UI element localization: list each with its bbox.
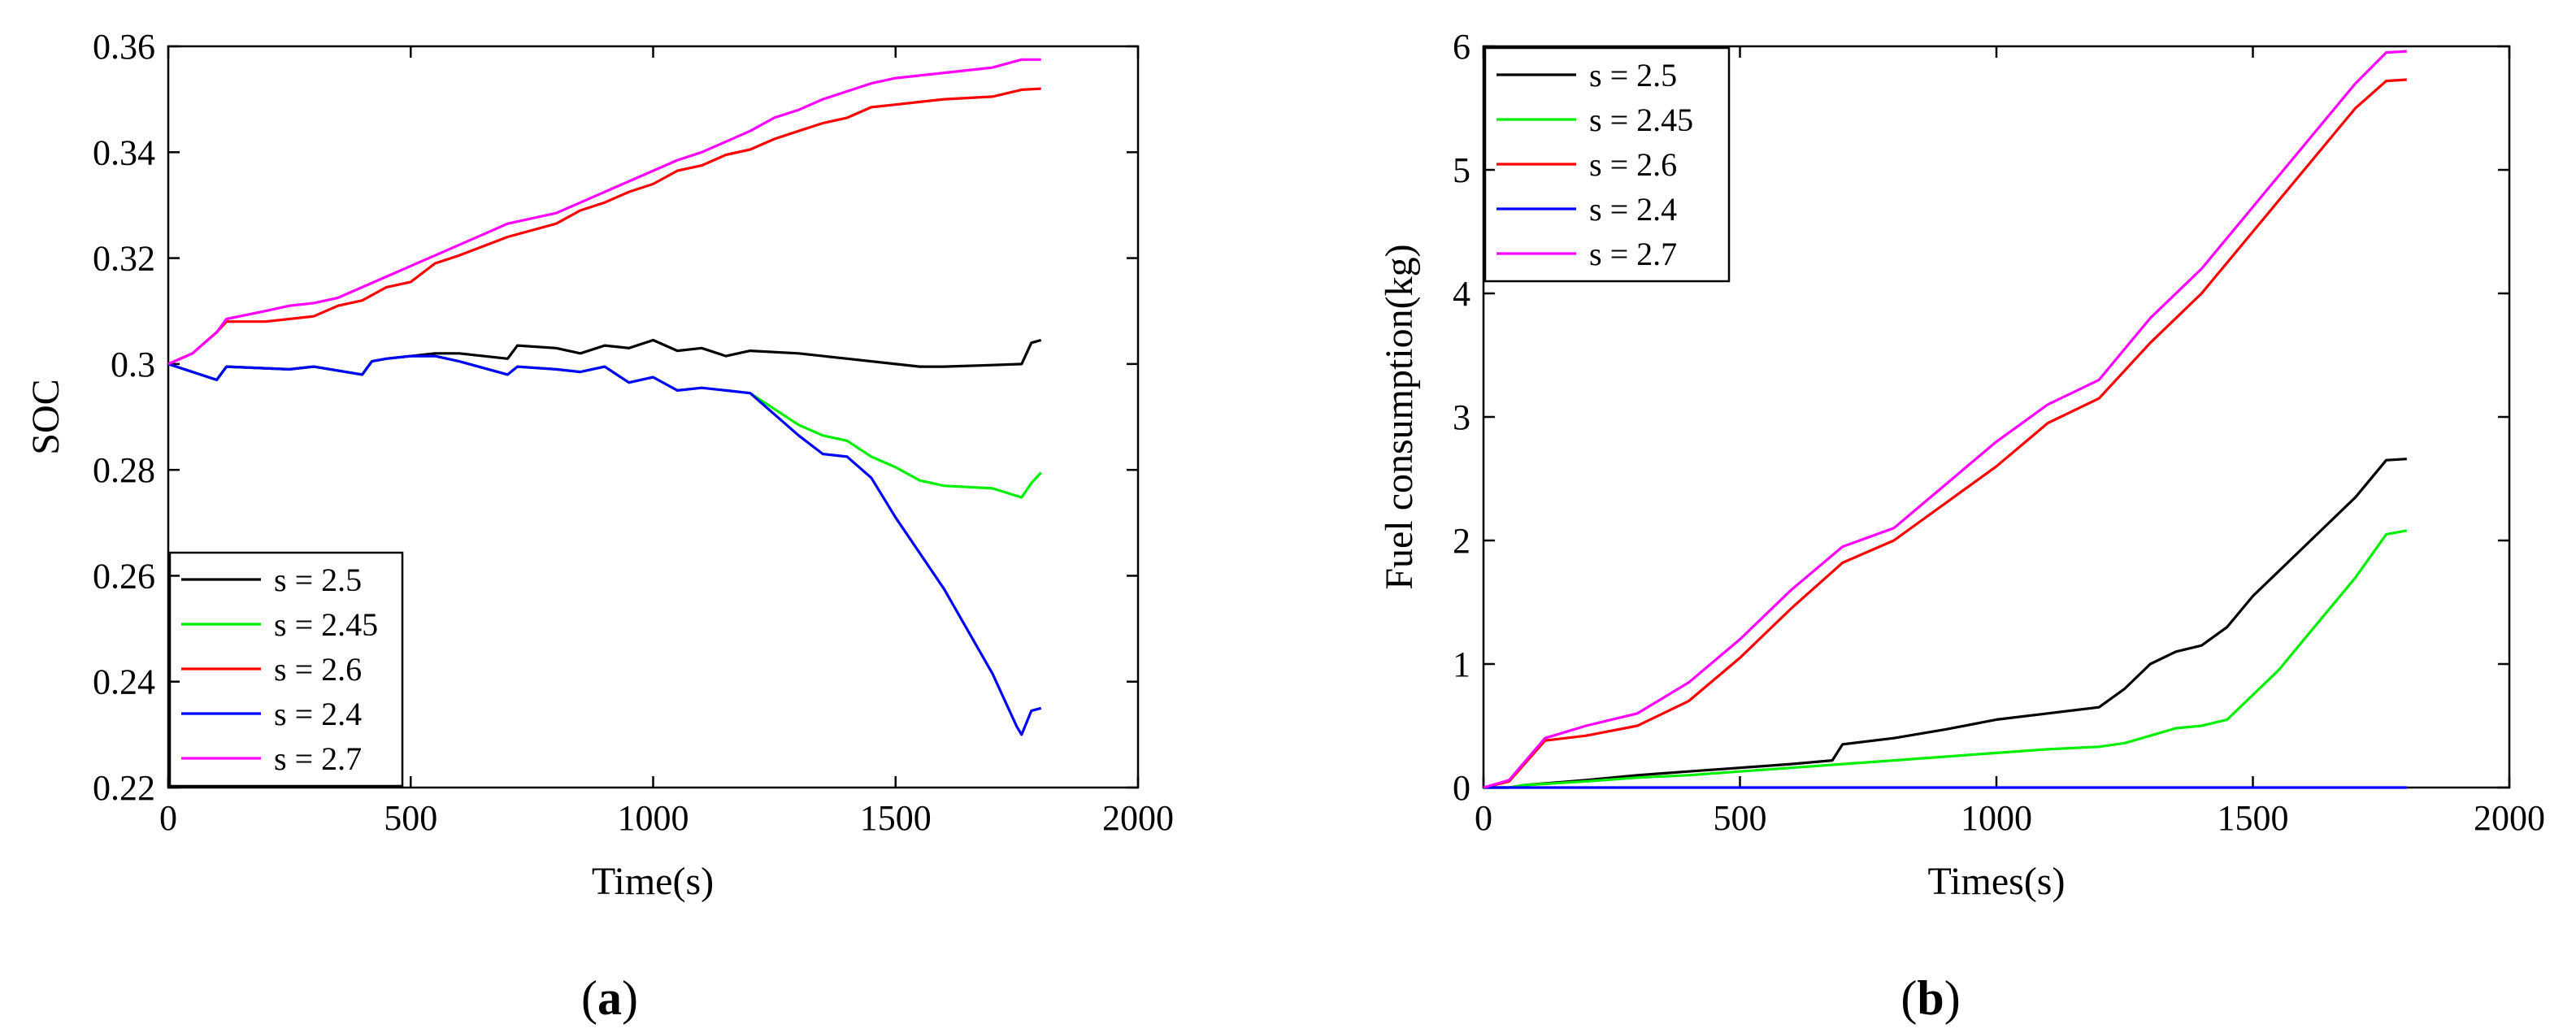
panel-a-y-ticks: 0.22 0.24 0.26 0.28 0.3 0.32 0.34 0.36	[93, 27, 1138, 808]
panel-a-x-tick-label: 0	[159, 798, 177, 838]
panel-a-y-tick-label: 0.22	[93, 768, 155, 808]
panel-b-series-lines	[1483, 50, 2408, 789]
panel-a-legend-label: s = 2.45	[274, 606, 378, 643]
panel-b-x-tick-label: 500	[1714, 798, 1767, 838]
panel-a-legend-box	[168, 551, 404, 788]
panel-b-x-tick-label: 1500	[2218, 798, 2289, 838]
panel-b-legend-label: s = 2.6	[1589, 146, 1677, 183]
panel-b-x-axis-label: Times(s)	[1928, 860, 2066, 903]
panel-a-legend: s = 2.5 s = 2.45 s = 2.6 s = 2.4 s = 2.7	[168, 551, 404, 788]
panel-a-y-tick-label: 0.34	[93, 132, 155, 172]
panel-b-y-ticks: 0 1 2 3 4 5 6	[1453, 27, 2509, 808]
panel-a-x-ticks: 0 500 1000 1500 2000	[159, 46, 1174, 838]
panel-b-y-tick-label: 2	[1453, 521, 1470, 561]
panel-b-x-tick-label: 2000	[2474, 798, 2545, 838]
panel-a-legend-label: s = 2.7	[274, 740, 362, 777]
panel-b-fuel-chart: 0 500 1000 1500 2000 0 1 2 3 4 5 6 Times(s) Fuel c…	[1378, 27, 2545, 1025]
panel-a-x-tick-label: 1500	[860, 798, 932, 838]
panel-b-caption: (b)	[1901, 971, 1960, 1025]
panel-a-y-tick-label: 0.24	[93, 662, 155, 702]
panel-a-legend-label: s = 2.4	[274, 696, 362, 732]
panel-b-y-tick-label: 6	[1453, 27, 1470, 67]
panel-a-legend-label: s = 2.5	[274, 562, 362, 598]
panel-b-legend-label: s = 2.7	[1589, 236, 1677, 272]
panel-b-y-tick-label: 3	[1453, 397, 1470, 437]
panel-a-series-lines	[167, 58, 1042, 736]
panel-b-legend: s = 2.5 s = 2.45 s = 2.6 s = 2.4 s = 2.7	[1483, 46, 1731, 283]
panel-b-series-line	[1483, 78, 2407, 789]
panel-a-y-tick-label: 0.26	[93, 556, 155, 596]
panel-a-legend-label: s = 2.6	[274, 651, 362, 688]
panel-a-series-line	[167, 58, 1041, 366]
panel-a-caption: (a)	[581, 971, 638, 1025]
panel-b-series-line	[1483, 458, 2407, 789]
panel-b-legend-label: s = 2.45	[1589, 102, 1693, 138]
panel-b-y-tick-label: 1	[1453, 645, 1470, 684]
panel-b-series-line	[1483, 50, 2407, 789]
panel-b-y-tick-label: 0	[1453, 768, 1470, 808]
panel-a-x-tick-label: 2000	[1102, 798, 1174, 838]
panel-a-x-tick-label: 500	[384, 798, 437, 838]
panel-b-series-line	[1483, 529, 2408, 789]
panel-b-x-ticks: 0 500 1000 1500 2000	[1475, 46, 2545, 838]
panel-b-x-tick-label: 1000	[1961, 798, 2032, 838]
panel-a-soc-chart: 0 500 1000 1500 2000 0.22 0.24 0.26 0.28 0.3 0.32…	[24, 27, 1174, 1025]
panel-b-y-tick-label: 5	[1453, 150, 1470, 190]
panel-b-x-tick-label: 0	[1475, 798, 1492, 838]
panel-b-y-axis-label: Fuel consumption(kg)	[1378, 244, 1421, 589]
panel-b-legend-label: s = 2.4	[1589, 191, 1677, 228]
panel-a-y-tick-label: 0.36	[93, 27, 155, 67]
panel-a-x-axis-label: Time(s)	[592, 860, 714, 903]
panel-b-legend-label: s = 2.5	[1589, 57, 1677, 93]
panel-a-series-line	[167, 87, 1041, 366]
panel-a-y-tick-label: 0.28	[93, 450, 155, 490]
panel-b-y-tick-label: 4	[1453, 274, 1470, 314]
panel-a-y-axis-label: SOC	[24, 379, 67, 454]
panel-a-x-tick-label: 1000	[618, 798, 689, 838]
panel-a-y-tick-label: 0.32	[93, 239, 155, 279]
panel-b-legend-box	[1483, 46, 1731, 283]
panel-a-y-tick-label: 0.3	[111, 345, 155, 384]
panel-a-series-line	[167, 354, 1042, 736]
